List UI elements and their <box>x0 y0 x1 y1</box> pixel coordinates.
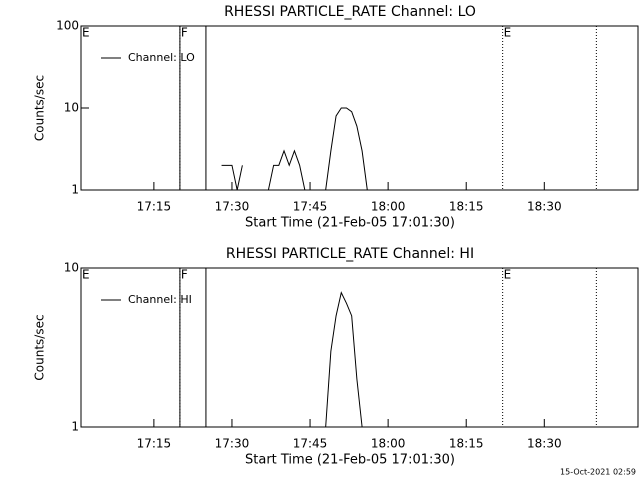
x-tick-label: 17:30 <box>215 200 250 214</box>
chart-title: RHESSI PARTICLE_RATE Channel: HI <box>226 246 474 262</box>
legend-label: Channel: HI <box>128 293 192 306</box>
marker-label: E <box>82 268 90 282</box>
x-tick-label: 18:30 <box>527 437 562 451</box>
data-line <box>325 291 363 428</box>
x-tick-label: 18:30 <box>527 200 562 214</box>
plot-frame <box>80 267 639 428</box>
x-axis-label: Start Time (21-Feb-05 17:01:30) <box>245 453 455 468</box>
y-axis-label: Counts/sec <box>33 75 47 141</box>
data-line <box>221 107 368 191</box>
x-tick-label: 17:15 <box>137 437 172 451</box>
x-axis-label: Start Time (21-Feb-05 17:01:30) <box>245 216 455 231</box>
y-tick-label: 10 <box>64 101 79 115</box>
x-tick-label: 18:00 <box>371 200 406 214</box>
y-axis-label: Counts/sec <box>33 314 47 380</box>
x-tick-label: 18:15 <box>449 437 484 451</box>
footer: 15-Oct-2021 02:59 <box>560 468 636 477</box>
y-tick-label: 1 <box>71 420 79 434</box>
marker-label: E <box>82 26 90 40</box>
x-tick-label: 17:45 <box>293 200 328 214</box>
y-tick-label: 1 <box>71 183 79 197</box>
x-tick-label: 18:00 <box>371 437 406 451</box>
marker-label: F <box>181 26 188 40</box>
y-tick-label: 100 <box>56 19 79 33</box>
x-tick-label: 17:45 <box>293 437 328 451</box>
x-tick-label: 18:15 <box>449 200 484 214</box>
chart-title: RHESSI PARTICLE_RATE Channel: LO <box>224 4 476 20</box>
marker-label: E <box>504 26 512 40</box>
y-tick-label: 10 <box>64 261 79 275</box>
marker-label: F <box>181 268 188 282</box>
x-tick-label: 17:30 <box>215 437 250 451</box>
x-tick-label: 17:15 <box>137 200 172 214</box>
legend-label: Channel: LO <box>128 51 195 64</box>
marker-label: E <box>504 268 512 282</box>
